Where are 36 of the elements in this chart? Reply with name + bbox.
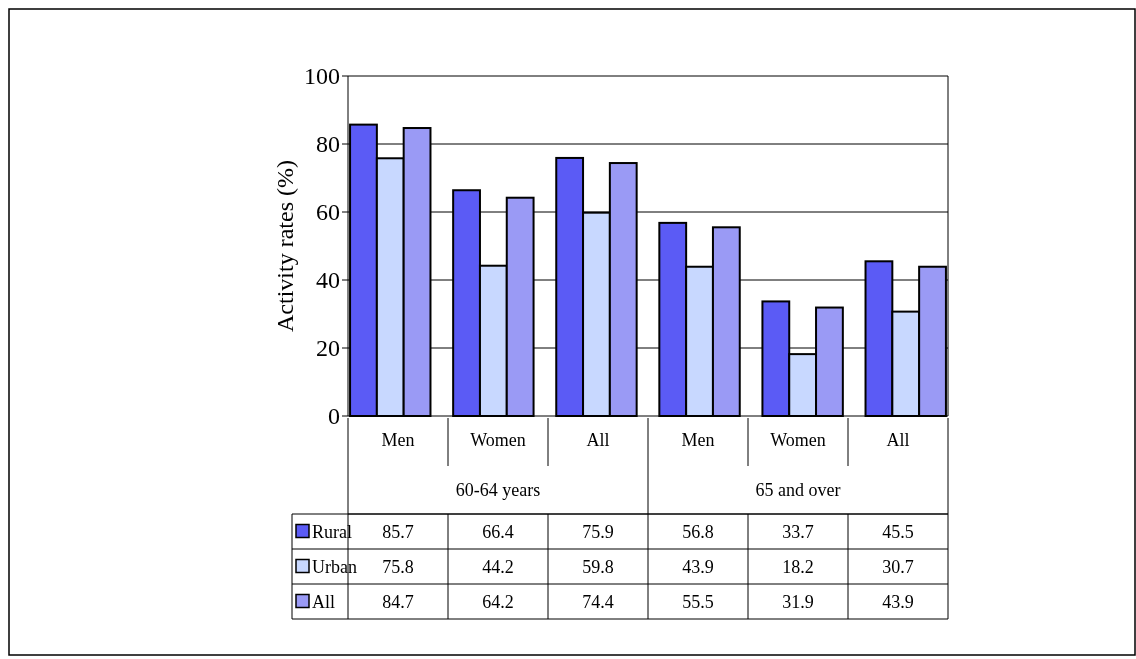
y-axis-title: Activity rates (%) bbox=[272, 160, 298, 332]
data-label: 85.7 bbox=[382, 521, 414, 542]
data-label: 55.5 bbox=[682, 591, 714, 612]
x-tick-label: All bbox=[586, 430, 610, 450]
data-label: 56.8 bbox=[682, 521, 714, 542]
x-tick-label: Men bbox=[381, 430, 415, 450]
data-label: 43.9 bbox=[882, 591, 914, 612]
legend-label: Urban bbox=[312, 556, 357, 577]
data-label: 75.9 bbox=[582, 521, 614, 542]
data-label: 59.8 bbox=[582, 556, 614, 577]
y-tick-label: 60 bbox=[316, 199, 340, 226]
data-label: 33.7 bbox=[782, 521, 814, 542]
data-label: 18.2 bbox=[782, 556, 814, 577]
x-tick-label: All bbox=[886, 430, 910, 450]
data-label: 64.2 bbox=[482, 591, 514, 612]
x-tick-label: Women bbox=[470, 430, 526, 450]
data-label: 31.9 bbox=[782, 591, 814, 612]
legend-label: Rural bbox=[312, 521, 352, 542]
data-label: 45.5 bbox=[882, 521, 914, 542]
data-label: 44.2 bbox=[482, 556, 514, 577]
data-label: 30.7 bbox=[882, 556, 914, 577]
x-tick-label: Women bbox=[770, 430, 826, 450]
data-label: 43.9 bbox=[682, 556, 714, 577]
y-tick-label: 40 bbox=[316, 267, 340, 294]
text: 65 and over bbox=[755, 480, 841, 500]
data-label: 75.8 bbox=[382, 556, 414, 577]
y-tick-label: 80 bbox=[316, 131, 340, 158]
text: 60-64 years bbox=[455, 480, 541, 500]
data-label: 84.7 bbox=[382, 591, 414, 612]
y-tick-label: 100 bbox=[304, 63, 340, 90]
legend-label: All bbox=[312, 591, 336, 612]
data-label: 74.4 bbox=[582, 591, 614, 612]
y-tick-label: 0 bbox=[328, 403, 340, 430]
data-label: 66.4 bbox=[482, 521, 514, 542]
y-tick-label: 20 bbox=[316, 335, 340, 362]
x-tick-label: Men bbox=[681, 430, 715, 450]
